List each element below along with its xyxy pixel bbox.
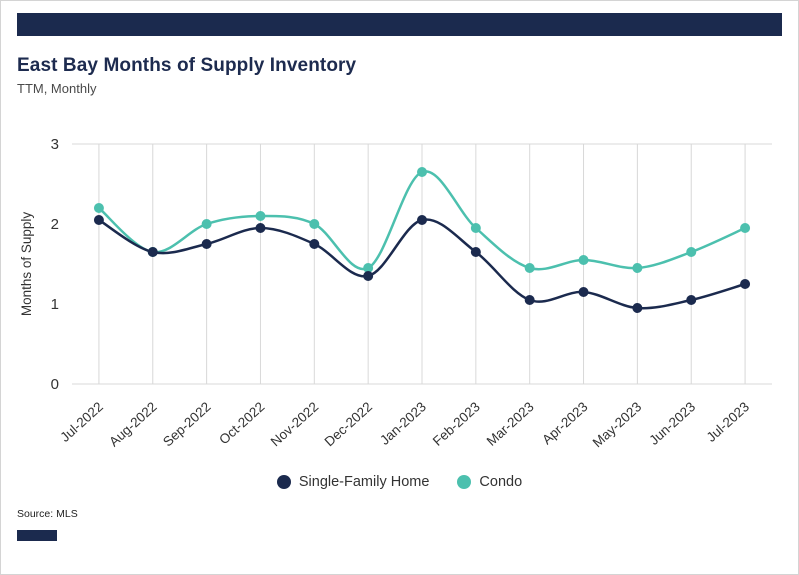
- condo-dot-icon: [457, 475, 472, 489]
- y-tick-label: 0: [51, 376, 59, 393]
- data-point-marker: [363, 263, 374, 273]
- x-tick-label: Jul-2023: [704, 399, 753, 445]
- x-tick-label: Feb-2023: [430, 399, 483, 449]
- y-tick-label: 3: [51, 136, 59, 153]
- data-point-marker: [255, 223, 266, 233]
- x-tick-label: Jun-2023: [646, 399, 698, 448]
- data-point-marker: [201, 219, 212, 229]
- x-tick-label: Oct-2022: [216, 399, 267, 447]
- legend-label: Condo: [479, 474, 523, 490]
- y-tick-label: 2: [51, 216, 59, 233]
- single-family-dot-icon: [276, 475, 291, 489]
- x-tick-label: Nov-2022: [268, 399, 322, 449]
- data-point-marker: [201, 239, 212, 249]
- data-point-marker: [417, 215, 427, 225]
- data-point-marker: [93, 215, 104, 225]
- x-tick-label: Jul-2022: [57, 399, 106, 445]
- legend-item-single-family: Single-Family Home: [276, 474, 430, 490]
- x-tick-label: May-2023: [590, 399, 645, 450]
- data-point-marker: [363, 271, 374, 281]
- y-axis-title: Months of Supply: [19, 212, 34, 317]
- data-point-marker: [417, 167, 427, 177]
- x-tick-label: Mar-2023: [484, 399, 537, 449]
- data-point-marker: [524, 295, 535, 305]
- data-point-marker: [578, 287, 589, 297]
- data-point-marker: [632, 303, 643, 313]
- data-point-marker: [470, 247, 481, 257]
- x-tick-label: Aug-2022: [106, 399, 160, 449]
- x-tick-label: Jan-2023: [377, 399, 429, 448]
- y-tick-label: 1: [51, 296, 59, 313]
- page-title: East Bay Months of Supply Inventory: [17, 55, 357, 76]
- header-accent-bar: [17, 13, 782, 36]
- supply-chart: 0 1 2 3 Months of Supply Jul-2022 Aug-2022 Sep-…: [19, 136, 772, 450]
- data-point-marker: [524, 263, 535, 273]
- page-subtitle: TTM, Monthly: [17, 81, 97, 96]
- data-point-marker: [255, 211, 266, 221]
- data-point-marker: [686, 295, 697, 305]
- data-point-marker: [686, 247, 697, 257]
- footer-brand-bar: [17, 530, 57, 541]
- data-point-marker: [470, 223, 481, 233]
- x-tick-label: Sep-2022: [160, 399, 214, 449]
- data-point-marker: [632, 263, 643, 273]
- data-point-marker: [309, 219, 320, 229]
- x-tick-label: Apr-2023: [539, 399, 590, 447]
- data-point-marker: [740, 279, 751, 289]
- data-point-marker: [147, 247, 158, 257]
- source-label: Source: MLS: [17, 508, 78, 520]
- chart-legend: Single-Family Home Condo: [17, 474, 782, 490]
- data-point-marker: [309, 239, 320, 249]
- data-point-marker: [93, 203, 104, 213]
- legend-label: Single-Family Home: [298, 474, 430, 490]
- x-tick-label: Dec-2022: [322, 399, 376, 449]
- chart-area: 0 1 2 3 Months of Supply Jul-2022 Aug-2022 Sep-…: [17, 108, 782, 468]
- data-point-marker: [578, 255, 589, 265]
- data-point-marker: [740, 223, 751, 233]
- legend-item-condo: Condo: [457, 474, 522, 490]
